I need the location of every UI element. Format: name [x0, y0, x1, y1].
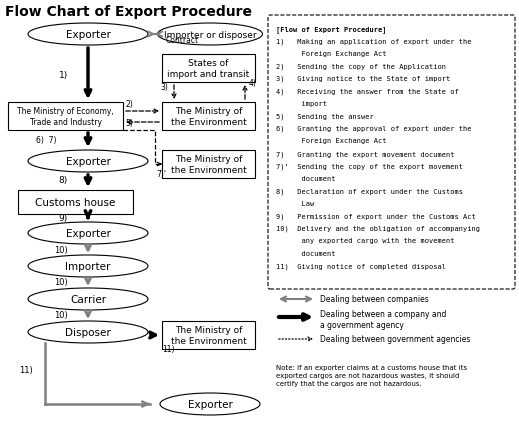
- FancyBboxPatch shape: [162, 151, 255, 178]
- FancyBboxPatch shape: [18, 191, 133, 214]
- Text: 1): 1): [59, 71, 68, 80]
- Text: Exporter: Exporter: [65, 157, 111, 167]
- Text: Carrier: Carrier: [70, 294, 106, 304]
- Text: 4): 4): [249, 79, 257, 88]
- Text: 7)   Granting the export movement document: 7) Granting the export movement document: [276, 151, 455, 157]
- FancyBboxPatch shape: [162, 55, 255, 83]
- Text: 11): 11): [162, 344, 174, 353]
- Text: Dealing between companies: Dealing between companies: [320, 295, 429, 304]
- Text: document: document: [276, 176, 335, 181]
- Text: any exported cargo with the movement: any exported cargo with the movement: [276, 238, 455, 244]
- Text: 3): 3): [160, 83, 168, 92]
- Text: 11): 11): [19, 365, 33, 374]
- Text: Dealing between government agencies: Dealing between government agencies: [320, 335, 470, 344]
- Ellipse shape: [28, 24, 148, 46]
- Text: 9)   Permission of export under the Customs Act: 9) Permission of export under the Custom…: [276, 213, 476, 220]
- Text: 7)': 7)': [156, 170, 166, 178]
- Text: document: document: [276, 250, 335, 256]
- FancyBboxPatch shape: [162, 321, 255, 349]
- Text: 10): 10): [54, 310, 68, 319]
- Ellipse shape: [28, 321, 148, 343]
- Text: Importer or disposer: Importer or disposer: [163, 30, 256, 39]
- Text: Note: If an exporter claims at a customs house that its
exported cargos are not : Note: If an exporter claims at a customs…: [276, 364, 467, 386]
- Ellipse shape: [28, 256, 148, 277]
- Text: Exporter: Exporter: [65, 30, 111, 40]
- Text: Dealing between a company and: Dealing between a company and: [320, 310, 446, 319]
- Text: 2)   Sending the copy of the Application: 2) Sending the copy of the Application: [276, 63, 446, 70]
- Text: The Ministry of Economy,
Trade and Industry: The Ministry of Economy, Trade and Indus…: [17, 107, 114, 126]
- Text: Foreign Exchange Act: Foreign Exchange Act: [276, 51, 387, 57]
- Text: 1)   Making an application of export under the: 1) Making an application of export under…: [276, 39, 471, 45]
- Text: Contract: Contract: [166, 36, 199, 45]
- FancyBboxPatch shape: [8, 103, 123, 131]
- Text: Flow Chart of Export Procedure: Flow Chart of Export Procedure: [5, 5, 252, 19]
- Text: Exporter: Exporter: [65, 228, 111, 238]
- Text: 3)   Giving notice to the State of import: 3) Giving notice to the State of import: [276, 76, 450, 82]
- Text: 10): 10): [54, 246, 68, 254]
- Text: Foreign Exchange Act: Foreign Exchange Act: [276, 138, 387, 144]
- Text: 5): 5): [125, 119, 133, 128]
- Text: [Flow of Export Procedure]: [Flow of Export Procedure]: [276, 26, 387, 33]
- Text: 10): 10): [54, 277, 68, 286]
- Text: The Ministry of
the Environment: The Ministry of the Environment: [171, 326, 247, 345]
- Text: Disposer: Disposer: [65, 327, 111, 337]
- FancyBboxPatch shape: [162, 103, 255, 131]
- Text: 8)   Declaration of export under the Customs: 8) Declaration of export under the Custo…: [276, 188, 463, 194]
- Text: Customs house: Customs house: [35, 197, 116, 207]
- Text: Importer: Importer: [65, 261, 111, 271]
- Ellipse shape: [28, 223, 148, 244]
- Text: 4)   Receiving the answer from the State of: 4) Receiving the answer from the State o…: [276, 88, 459, 95]
- Text: The Ministry of
the Environment: The Ministry of the Environment: [171, 155, 247, 174]
- Text: States of
import and transit: States of import and transit: [167, 59, 250, 79]
- Ellipse shape: [28, 288, 148, 310]
- Ellipse shape: [28, 151, 148, 173]
- Ellipse shape: [160, 393, 260, 415]
- Text: import: import: [276, 101, 327, 107]
- Text: a government agency: a government agency: [320, 321, 404, 330]
- Text: 10)  Delivery and the obligation of accompanying: 10) Delivery and the obligation of accom…: [276, 226, 480, 232]
- Text: Law: Law: [276, 201, 314, 207]
- Text: The Ministry of
the Environment: The Ministry of the Environment: [171, 107, 247, 126]
- Text: 9): 9): [59, 214, 68, 223]
- Text: 11)  Giving notice of completed disposal: 11) Giving notice of completed disposal: [276, 263, 446, 270]
- Text: 6)  7): 6) 7): [36, 136, 57, 145]
- Text: 2): 2): [125, 100, 133, 109]
- Text: 5)   Sending the answer: 5) Sending the answer: [276, 113, 374, 120]
- Text: 6)   Granting the approval of export under the: 6) Granting the approval of export under…: [276, 126, 471, 132]
- Ellipse shape: [157, 24, 263, 46]
- Text: Exporter: Exporter: [187, 399, 233, 409]
- Text: 8): 8): [59, 176, 68, 184]
- Text: 7)'  Sending the copy of the export movement: 7)' Sending the copy of the export movem…: [276, 163, 463, 170]
